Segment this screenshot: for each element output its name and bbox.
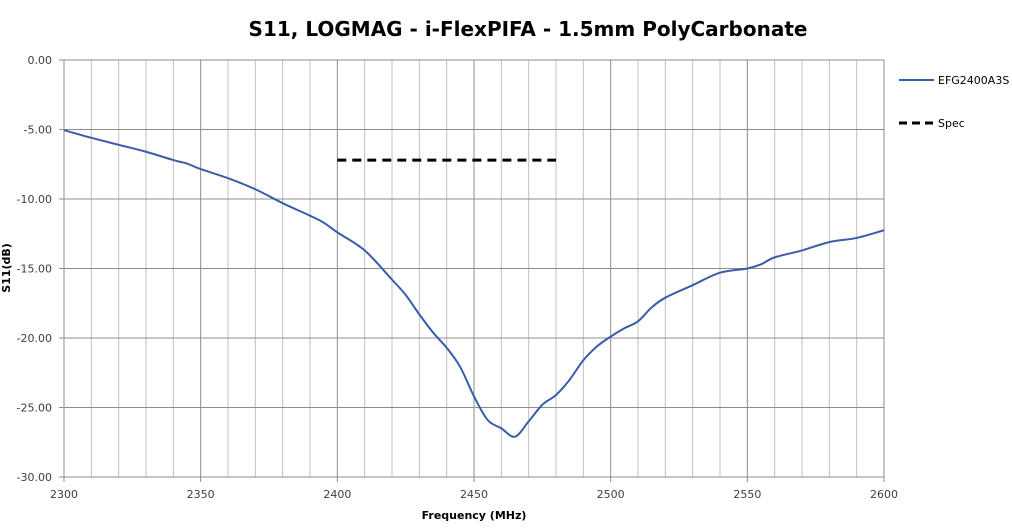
y-tick-label: -10.00 [17, 193, 52, 206]
legend-label-efg2400a3s: EFG2400A3S [938, 74, 1009, 87]
x-tick-label: 2300 [50, 488, 78, 501]
y-tick-label: -15.00 [17, 263, 52, 276]
y-tick-label: -25.00 [17, 402, 52, 415]
series-line-efg2400a3s [63, 129, 885, 438]
x-tick-label: 2600 [870, 488, 898, 501]
series-lines [63, 129, 885, 438]
y-tick-label: 0.00 [28, 54, 53, 67]
x-tick-label: 2550 [733, 488, 761, 501]
x-axis-label: Frequency (MHz) [422, 509, 527, 522]
tick-labels: 0.00 -5.00 -10.00 -15.00 -20.00 -25.00 -30.00 2… [17, 54, 898, 501]
y-tick-label: -30.00 [17, 471, 52, 484]
y-axis-label: S11(dB) [0, 243, 13, 293]
x-tick-label: 2500 [597, 488, 625, 501]
x-tick-label: 2400 [323, 488, 351, 501]
x-tick-label: 2350 [187, 488, 215, 501]
chart-title: S11, LOGMAG - i-FlexPIFA - 1.5mm PolyCar… [249, 17, 808, 41]
y-tick-label: -20.00 [17, 332, 52, 345]
legend-label-spec: Spec [938, 117, 965, 130]
y-tick-label: -5.00 [24, 124, 52, 137]
grid [59, 59, 885, 482]
x-tick-label: 2450 [460, 488, 488, 501]
legend: EFG2400A3S Spec [899, 74, 1009, 130]
